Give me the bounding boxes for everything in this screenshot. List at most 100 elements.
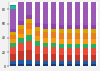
Bar — [91, 1, 96, 25]
Bar — [10, 6, 16, 9]
Bar — [35, 31, 40, 36]
Bar — [67, 33, 72, 39]
Bar — [10, 5, 16, 6]
Bar — [83, 33, 88, 39]
Bar — [10, 61, 16, 64]
Bar — [51, 43, 56, 47]
Bar — [91, 61, 96, 64]
Bar — [26, 64, 32, 66]
Bar — [91, 64, 96, 66]
Bar — [10, 64, 16, 66]
Bar — [67, 29, 72, 33]
Bar — [43, 29, 48, 32]
Bar — [51, 38, 56, 43]
Bar — [75, 25, 80, 29]
Bar — [18, 25, 24, 29]
Bar — [18, 29, 24, 34]
Bar — [18, 43, 24, 51]
Bar — [35, 41, 40, 46]
Bar — [59, 1, 64, 25]
Bar — [67, 25, 72, 29]
Bar — [83, 48, 88, 55]
Bar — [43, 38, 48, 43]
Bar — [67, 55, 72, 61]
Bar — [59, 48, 64, 55]
Bar — [75, 33, 80, 39]
Bar — [43, 32, 48, 38]
Bar — [26, 23, 32, 29]
Bar — [51, 24, 56, 29]
Bar — [10, 29, 16, 32]
Bar — [91, 55, 96, 61]
Bar — [51, 61, 56, 64]
Bar — [75, 0, 80, 1]
Bar — [91, 48, 96, 55]
Bar — [43, 43, 48, 47]
Bar — [43, 0, 48, 24]
Bar — [91, 25, 96, 29]
Bar — [51, 29, 56, 32]
Bar — [75, 64, 80, 66]
Bar — [18, 21, 24, 25]
Bar — [67, 1, 72, 25]
Bar — [18, 60, 24, 64]
Bar — [59, 25, 64, 29]
Bar — [26, 41, 32, 50]
Bar — [35, 61, 40, 64]
Bar — [26, 35, 32, 41]
Bar — [18, 38, 24, 43]
Bar — [67, 44, 72, 48]
Bar — [35, 0, 40, 23]
Bar — [91, 44, 96, 48]
Bar — [75, 55, 80, 61]
Bar — [83, 39, 88, 44]
Bar — [83, 29, 88, 33]
Bar — [18, 64, 24, 66]
Bar — [59, 29, 64, 33]
Bar — [91, 29, 96, 33]
Bar — [59, 0, 64, 1]
Bar — [91, 39, 96, 44]
Bar — [67, 61, 72, 64]
Bar — [75, 44, 80, 48]
Bar — [10, 9, 16, 29]
Bar — [35, 36, 40, 41]
Bar — [83, 44, 88, 48]
Bar — [26, 15, 32, 19]
Bar — [26, 0, 32, 15]
Bar — [67, 48, 72, 55]
Bar — [83, 55, 88, 61]
Bar — [35, 23, 40, 27]
Bar — [59, 64, 64, 66]
Bar — [10, 43, 16, 47]
Bar — [43, 61, 48, 64]
Bar — [59, 61, 64, 64]
Bar — [43, 47, 48, 54]
Bar — [67, 39, 72, 44]
Bar — [26, 19, 32, 23]
Bar — [75, 48, 80, 55]
Bar — [43, 64, 48, 66]
Bar — [75, 1, 80, 25]
Bar — [18, 0, 24, 21]
Bar — [59, 33, 64, 39]
Bar — [75, 29, 80, 33]
Bar — [83, 25, 88, 29]
Bar — [43, 24, 48, 29]
Bar — [59, 39, 64, 44]
Bar — [26, 60, 32, 64]
Bar — [18, 51, 24, 60]
Bar — [75, 39, 80, 44]
Bar — [35, 27, 40, 31]
Bar — [67, 64, 72, 66]
Bar — [35, 54, 40, 61]
Bar — [35, 64, 40, 66]
Bar — [10, 54, 16, 61]
Bar — [51, 0, 56, 1]
Bar — [51, 1, 56, 24]
Bar — [10, 35, 16, 39]
Bar — [26, 50, 32, 60]
Bar — [67, 0, 72, 1]
Bar — [83, 64, 88, 66]
Bar — [51, 32, 56, 38]
